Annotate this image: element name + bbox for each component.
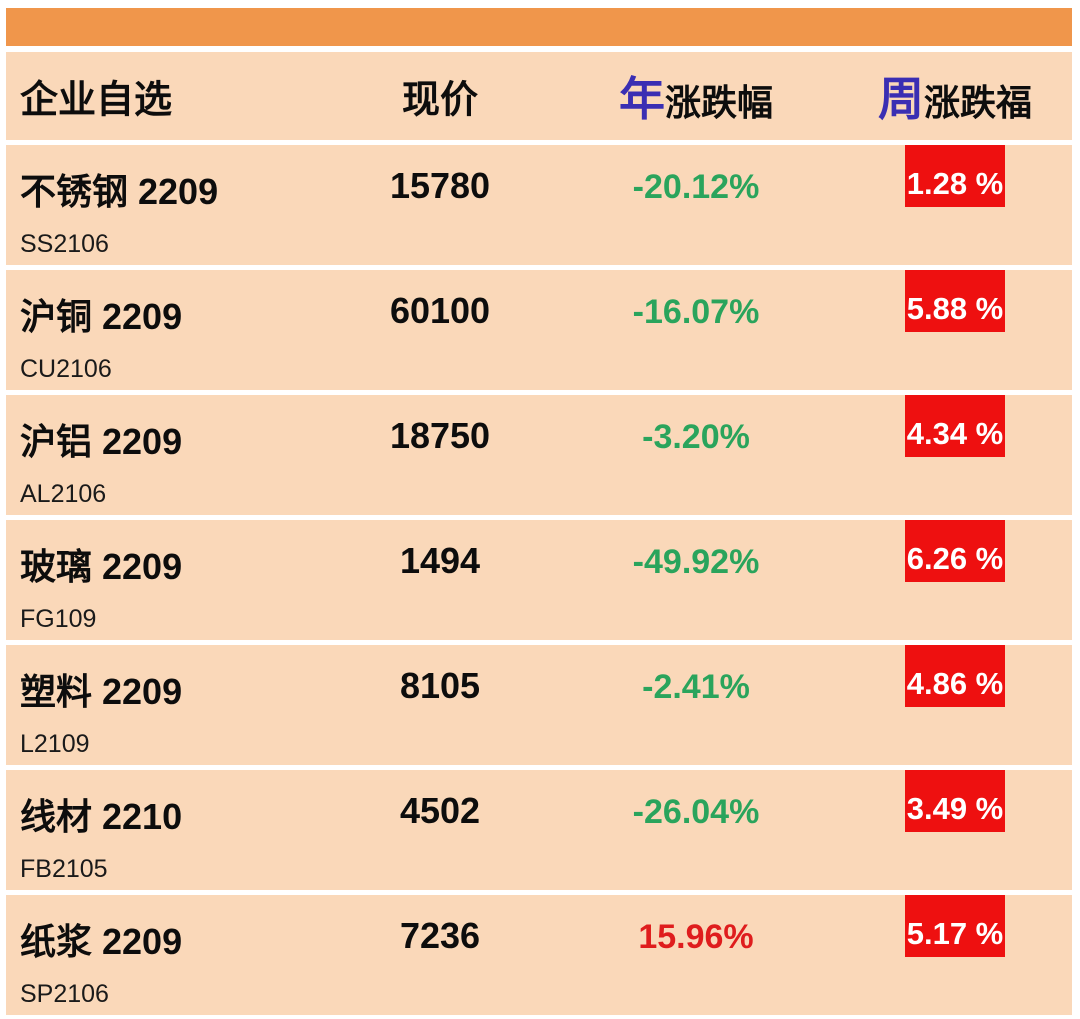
column-header-price: 现价 xyxy=(401,79,478,122)
week-change-badge: 3.49 % xyxy=(905,770,1005,832)
week-change-badge: 5.17 % xyxy=(905,895,1005,957)
table-row[interactable]: 线材 2210 4502 -26.04% 3.49 % FB2105 xyxy=(6,770,1072,890)
column-header-watchlist: 企业自选 xyxy=(20,79,173,122)
current-price: 4502 xyxy=(399,790,481,831)
contract-code: AL2106 xyxy=(20,480,107,508)
title-bar xyxy=(6,8,1072,46)
contract-name: 不锈钢 2209 xyxy=(20,171,219,212)
year-prefix-label: 年 xyxy=(618,73,665,125)
contract-code: SP2106 xyxy=(20,980,109,1008)
year-change-value: -2.41% xyxy=(642,668,750,706)
year-change-value: -3.20% xyxy=(642,418,750,456)
week-change-badge: 4.86 % xyxy=(905,645,1005,707)
week-change-badge: 1.28 % xyxy=(905,145,1005,207)
table-row[interactable]: 玻璃 2209 1494 -49.92% 6.26 % FG109 xyxy=(6,520,1072,640)
year-suffix-label: 涨跌幅 xyxy=(664,82,773,123)
year-change-value: 15.96% xyxy=(638,918,754,956)
column-header-week-change: 周涨跌福 xyxy=(845,63,1065,129)
year-change-value: -20.12% xyxy=(632,168,760,206)
contract-name: 纸浆 2209 xyxy=(20,921,183,962)
week-change-badge: 6.26 % xyxy=(905,520,1005,582)
table-row[interactable]: 纸浆 2209 7236 15.96% 5.17 % SP2106 xyxy=(6,895,1072,1015)
week-suffix-label: 涨跌福 xyxy=(923,82,1032,123)
contract-name: 线材 2210 xyxy=(20,796,183,837)
table-row[interactable]: 沪铝 2209 18750 -3.20% 4.34 % AL2106 xyxy=(6,395,1072,515)
current-price: 1494 xyxy=(399,540,481,581)
table-row[interactable]: 沪铜 2209 60100 -16.07% 5.88 % CU2106 xyxy=(6,270,1072,390)
contract-name: 玻璃 2209 xyxy=(20,546,183,587)
table-row[interactable]: 不锈钢 2209 15780 -20.12% 1.28 % SS2106 xyxy=(6,145,1072,265)
contract-code: SS2106 xyxy=(20,230,109,258)
week-prefix-label: 周 xyxy=(877,73,924,125)
current-price: 7236 xyxy=(399,915,481,956)
contract-code: L2109 xyxy=(20,730,90,758)
year-change-value: -26.04% xyxy=(632,793,760,831)
current-price: 8105 xyxy=(399,665,481,706)
current-price: 60100 xyxy=(389,290,491,331)
week-change-badge: 4.34 % xyxy=(905,395,1005,457)
contract-code: CU2106 xyxy=(20,355,112,383)
current-price: 15780 xyxy=(389,165,491,206)
contract-code: FG109 xyxy=(20,605,97,633)
contract-code: FB2105 xyxy=(20,855,108,883)
year-change-value: -16.07% xyxy=(632,293,760,331)
contract-name: 塑料 2209 xyxy=(20,671,183,712)
week-change-badge: 5.88 % xyxy=(905,270,1005,332)
table-row[interactable]: 塑料 2209 8105 -2.41% 4.86 % L2109 xyxy=(6,645,1072,765)
column-header-year-change: 年涨跌幅 xyxy=(586,63,806,129)
contract-name: 沪铜 2209 xyxy=(20,296,183,337)
year-change-value: -49.92% xyxy=(632,543,760,581)
contract-name: 沪铝 2209 xyxy=(20,421,183,462)
table-header-row: 企业自选 现价 年涨跌幅 周涨跌福 xyxy=(6,52,1072,140)
current-price: 18750 xyxy=(389,415,491,456)
